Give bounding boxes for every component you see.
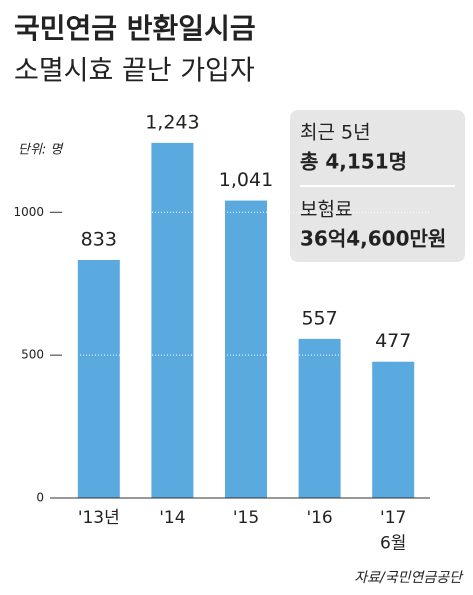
bar (372, 361, 415, 498)
info-text: 보험료 (300, 199, 352, 221)
info-text: 최근 5년 (300, 122, 371, 144)
x-tick-label: '16 (306, 508, 332, 528)
x-tick-label: '14 (159, 508, 185, 528)
value-label: 1,041 (219, 169, 273, 191)
source: 자료/국민연금공단 (354, 570, 464, 586)
bar (225, 200, 267, 499)
y-tick-label: 500 (21, 348, 44, 362)
bar (77, 260, 120, 498)
chart-title: 국민연금 반환일시금 (14, 12, 256, 45)
info-text: 총 4,151명 (300, 150, 407, 174)
y-tick-label: 0 (36, 491, 44, 505)
bar (298, 338, 341, 498)
value-label: 557 (301, 307, 337, 329)
x-tick-label: '13년 (78, 508, 120, 528)
chart-subtitle: 소멸시효 끝난 가입자 (14, 56, 255, 87)
x-tick-label: '15 (233, 508, 259, 528)
bar (151, 142, 194, 498)
value-label: 1,243 (145, 111, 199, 133)
info-text: 36억4,600만원 (300, 227, 446, 251)
value-label: 477 (375, 330, 411, 352)
unit-label: 단위: 명 (18, 143, 64, 158)
y-tick-label: 1000 (13, 205, 44, 219)
value-label: 833 (81, 229, 117, 251)
x-tick-label: '17 6월 (380, 508, 406, 554)
